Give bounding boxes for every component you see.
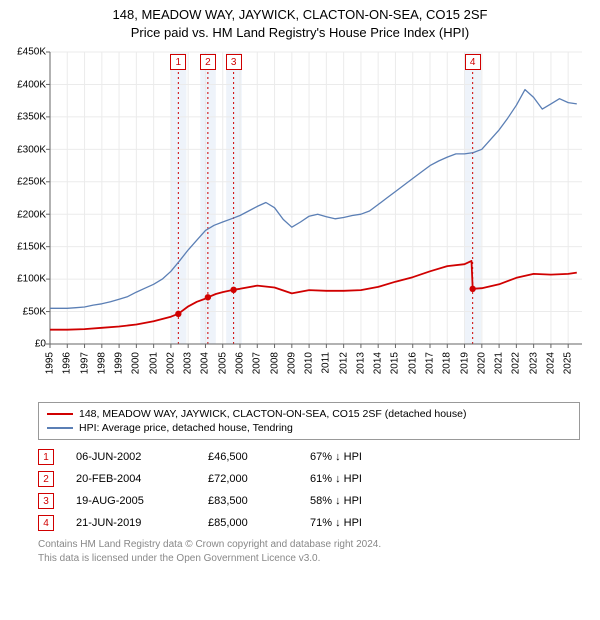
legend-row: 148, MEADOW WAY, JAYWICK, CLACTON-ON-SEA…	[47, 407, 571, 421]
event-date: 20-FEB-2004	[76, 473, 186, 485]
event-pct-vs-hpi: 61% ↓ HPI	[310, 473, 420, 485]
y-tick-label: £400K	[10, 79, 46, 90]
y-tick-label: £150K	[10, 242, 46, 253]
x-tick-label: 1999	[114, 352, 125, 374]
event-pct-vs-hpi: 71% ↓ HPI	[310, 517, 420, 529]
x-tick-label: 1996	[62, 352, 73, 374]
x-tick-label: 2011	[321, 352, 332, 374]
figure-root: 148, MEADOW WAY, JAYWICK, CLACTON-ON-SEA…	[0, 0, 600, 565]
y-tick-label: £300K	[10, 144, 46, 155]
x-tick-label: 2004	[200, 352, 211, 374]
y-tick-label: £0	[10, 339, 46, 350]
footer-line-2: This data is licensed under the Open Gov…	[38, 552, 580, 566]
event-price: £72,000	[208, 473, 288, 485]
event-number-marker: 2	[38, 471, 54, 487]
event-price: £83,500	[208, 495, 288, 507]
x-tick-label: 1998	[96, 352, 107, 374]
x-tick-label: 2013	[355, 352, 366, 374]
x-tick-label: 2000	[131, 352, 142, 374]
chart-area: £0 £50K £100K £150K £200K £250K £300K £350K £400…	[10, 44, 590, 394]
x-tick-label: 2003	[183, 352, 194, 374]
event-pct-vs-hpi: 58% ↓ HPI	[310, 495, 420, 507]
x-tick-label: 1997	[79, 352, 90, 374]
y-tick-label: £50K	[10, 306, 46, 317]
legend-label: 148, MEADOW WAY, JAYWICK, CLACTON-ON-SEA…	[79, 408, 466, 420]
x-tick-label: 2012	[338, 352, 349, 374]
x-tick-label: 2007	[252, 352, 263, 374]
event-price: £46,500	[208, 451, 288, 463]
footer-attribution: Contains HM Land Registry data © Crown c…	[38, 538, 580, 565]
event-date: 06-JUN-2002	[76, 451, 186, 463]
events-table: 1 06-JUN-2002 £46,500 67% ↓ HPI 2 20-FEB-2004…	[38, 446, 580, 534]
x-tick-label: 2006	[235, 352, 246, 374]
x-tick-label: 2018	[442, 352, 453, 374]
x-tick-label: 2010	[304, 352, 315, 374]
y-tick-label: £100K	[10, 274, 46, 285]
title-address: 148, MEADOW WAY, JAYWICK, CLACTON-ON-SEA…	[10, 6, 590, 24]
x-tick-label: 2023	[528, 352, 539, 374]
x-tick-label: 2014	[373, 352, 384, 374]
x-tick-label: 2020	[476, 352, 487, 374]
x-tick-label: 2022	[511, 352, 522, 374]
event-marker-on-chart: 1	[170, 54, 186, 70]
legend: 148, MEADOW WAY, JAYWICK, CLACTON-ON-SEA…	[38, 402, 580, 440]
event-marker-on-chart: 2	[200, 54, 216, 70]
event-row: 4 21-JUN-2019 £85,000 71% ↓ HPI	[38, 512, 580, 534]
event-number-marker: 4	[38, 515, 54, 531]
event-row: 2 20-FEB-2004 £72,000 61% ↓ HPI	[38, 468, 580, 490]
legend-swatch	[47, 413, 73, 415]
y-tick-label: £350K	[10, 112, 46, 123]
event-row: 3 19-AUG-2005 £83,500 58% ↓ HPI	[38, 490, 580, 512]
event-price: £85,000	[208, 517, 288, 529]
x-tick-label: 2015	[390, 352, 401, 374]
chart-svg	[10, 44, 590, 394]
event-date: 19-AUG-2005	[76, 495, 186, 507]
legend-swatch	[47, 427, 73, 429]
event-date: 21-JUN-2019	[76, 517, 186, 529]
x-tick-label: 2016	[407, 352, 418, 374]
event-pct-vs-hpi: 67% ↓ HPI	[310, 451, 420, 463]
event-row: 1 06-JUN-2002 £46,500 67% ↓ HPI	[38, 446, 580, 468]
event-marker-on-chart: 3	[226, 54, 242, 70]
legend-label: HPI: Average price, detached house, Tend…	[79, 422, 293, 434]
x-tick-label: 2019	[459, 352, 470, 374]
footer-line-1: Contains HM Land Registry data © Crown c…	[38, 538, 580, 552]
x-tick-label: 1995	[45, 352, 56, 374]
y-tick-label: £250K	[10, 177, 46, 188]
x-tick-label: 2001	[148, 352, 159, 374]
x-tick-label: 2025	[563, 352, 574, 374]
x-tick-label: 2009	[286, 352, 297, 374]
event-marker-on-chart: 4	[465, 54, 481, 70]
x-tick-label: 2021	[494, 352, 505, 374]
event-number-marker: 3	[38, 493, 54, 509]
legend-row: HPI: Average price, detached house, Tend…	[47, 421, 571, 435]
x-tick-label: 2008	[269, 352, 280, 374]
x-tick-label: 2017	[425, 352, 436, 374]
event-number-marker: 1	[38, 449, 54, 465]
y-tick-label: £200K	[10, 209, 46, 220]
x-tick-label: 2024	[545, 352, 556, 374]
y-tick-label: £450K	[10, 47, 46, 58]
x-tick-label: 2002	[165, 352, 176, 374]
chart-title-block: 148, MEADOW WAY, JAYWICK, CLACTON-ON-SEA…	[0, 0, 600, 44]
x-tick-label: 2005	[217, 352, 228, 374]
title-subtitle: Price paid vs. HM Land Registry's House …	[10, 24, 590, 42]
